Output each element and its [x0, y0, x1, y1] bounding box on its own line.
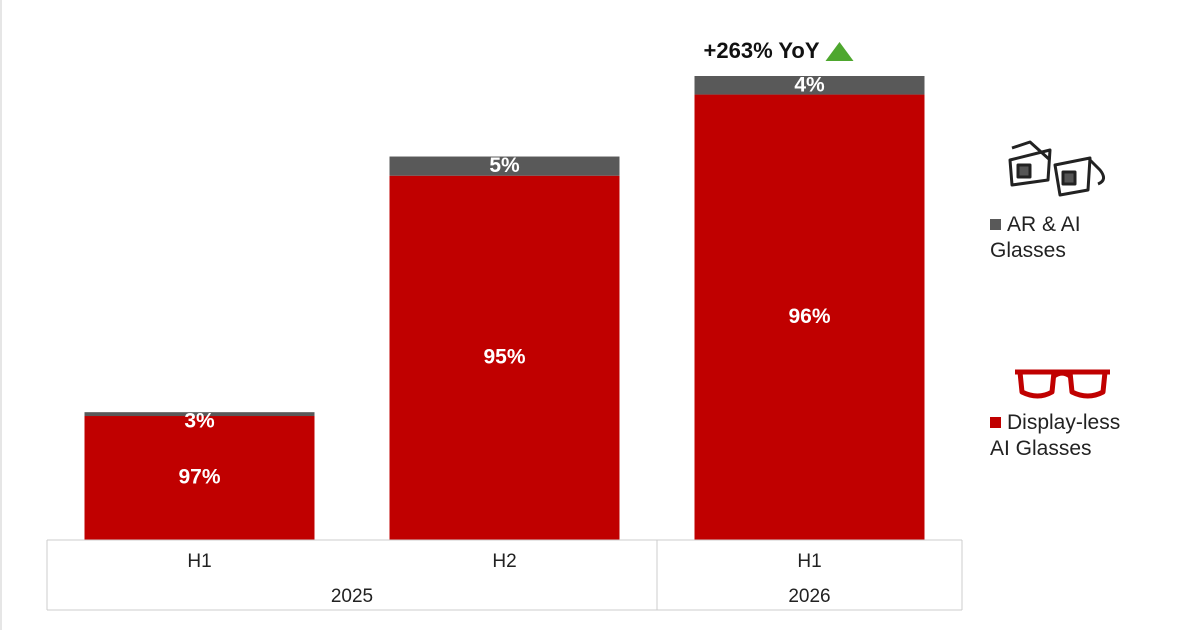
display-less-glasses-icon [1015, 369, 1110, 399]
data-label: 97% [178, 466, 220, 489]
data-label: 95% [483, 345, 525, 368]
data-label: 3% [184, 410, 215, 433]
x-tick-label: H1 [797, 551, 821, 572]
x-tick-label: H2 [492, 551, 516, 572]
legend-entry: Display-less AI Glasses [990, 410, 1140, 462]
x-tick-label: H1 [187, 551, 211, 572]
data-label: 4% [794, 74, 825, 97]
legend-swatch [990, 417, 1001, 428]
legend-swatch [990, 219, 1001, 230]
annotation: +263% YoY [704, 38, 820, 63]
legend-label: AR & AI Glasses [990, 213, 1081, 262]
data-label: 96% [788, 305, 830, 328]
legend-label: Display-less AI Glasses [990, 411, 1121, 460]
data-label: 5% [489, 154, 520, 177]
year-label: 2026 [788, 586, 830, 607]
annotation-arrow [825, 42, 854, 61]
bar-segment [84, 412, 315, 417]
bar-segment [694, 76, 925, 95]
bar-segment [84, 416, 315, 540]
bar-segment [389, 156, 620, 176]
ar-glasses-icon [1008, 140, 1105, 197]
bar-segment [694, 94, 925, 540]
bar-segment [389, 175, 620, 540]
legend-entry: AR & AI Glasses [990, 212, 1100, 264]
year-label: 2025 [331, 586, 373, 607]
